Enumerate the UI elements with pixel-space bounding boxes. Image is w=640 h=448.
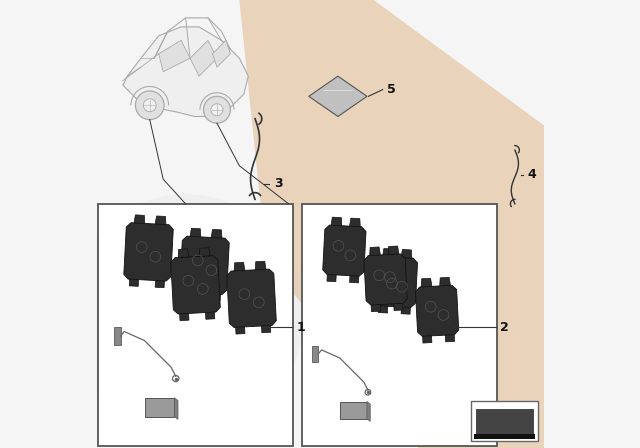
Polygon shape — [186, 293, 195, 300]
Polygon shape — [134, 215, 145, 224]
Text: 1: 1 — [297, 320, 305, 334]
Polygon shape — [159, 40, 190, 72]
Polygon shape — [388, 246, 399, 254]
Polygon shape — [440, 277, 451, 286]
Bar — [98, 204, 293, 446]
Polygon shape — [190, 40, 217, 76]
Polygon shape — [349, 218, 360, 227]
Bar — [312, 346, 318, 362]
Polygon shape — [239, 0, 544, 448]
Polygon shape — [155, 280, 164, 288]
Polygon shape — [255, 261, 266, 270]
Polygon shape — [123, 27, 248, 116]
Polygon shape — [349, 276, 359, 283]
Bar — [302, 204, 497, 446]
Circle shape — [143, 99, 156, 112]
Polygon shape — [378, 306, 388, 313]
Polygon shape — [331, 217, 342, 226]
Polygon shape — [227, 269, 276, 327]
Polygon shape — [401, 307, 410, 314]
Polygon shape — [205, 312, 215, 319]
Text: 2: 2 — [500, 320, 509, 334]
Polygon shape — [323, 225, 366, 276]
Circle shape — [204, 96, 230, 123]
Polygon shape — [415, 285, 459, 336]
Polygon shape — [211, 229, 222, 238]
Polygon shape — [364, 254, 407, 305]
Polygon shape — [124, 223, 173, 281]
Polygon shape — [180, 236, 229, 294]
Bar — [472, 401, 538, 441]
Polygon shape — [180, 314, 189, 321]
Polygon shape — [174, 398, 178, 419]
Polygon shape — [371, 305, 380, 312]
FancyBboxPatch shape — [340, 401, 367, 419]
Polygon shape — [374, 256, 417, 307]
Bar — [114, 327, 120, 345]
Polygon shape — [171, 256, 220, 314]
Polygon shape — [421, 278, 432, 287]
Polygon shape — [211, 294, 220, 301]
Polygon shape — [190, 228, 201, 237]
Polygon shape — [476, 409, 533, 438]
Polygon shape — [308, 76, 367, 116]
Polygon shape — [401, 250, 412, 258]
Polygon shape — [383, 249, 394, 257]
Polygon shape — [394, 303, 403, 310]
Polygon shape — [156, 216, 166, 224]
Circle shape — [136, 91, 164, 120]
Polygon shape — [212, 40, 230, 67]
FancyBboxPatch shape — [145, 398, 174, 417]
Polygon shape — [327, 275, 336, 282]
Text: 5: 5 — [387, 83, 396, 96]
Polygon shape — [129, 279, 139, 286]
Polygon shape — [367, 401, 371, 422]
Text: 3: 3 — [274, 177, 282, 190]
Polygon shape — [422, 336, 432, 343]
Text: 4: 4 — [527, 168, 536, 181]
Polygon shape — [262, 326, 271, 333]
Polygon shape — [234, 263, 245, 271]
Circle shape — [211, 103, 223, 116]
Polygon shape — [370, 247, 380, 255]
Polygon shape — [199, 248, 210, 256]
Polygon shape — [445, 335, 454, 342]
Bar — [474, 434, 536, 439]
Polygon shape — [178, 249, 189, 258]
Polygon shape — [236, 327, 245, 334]
